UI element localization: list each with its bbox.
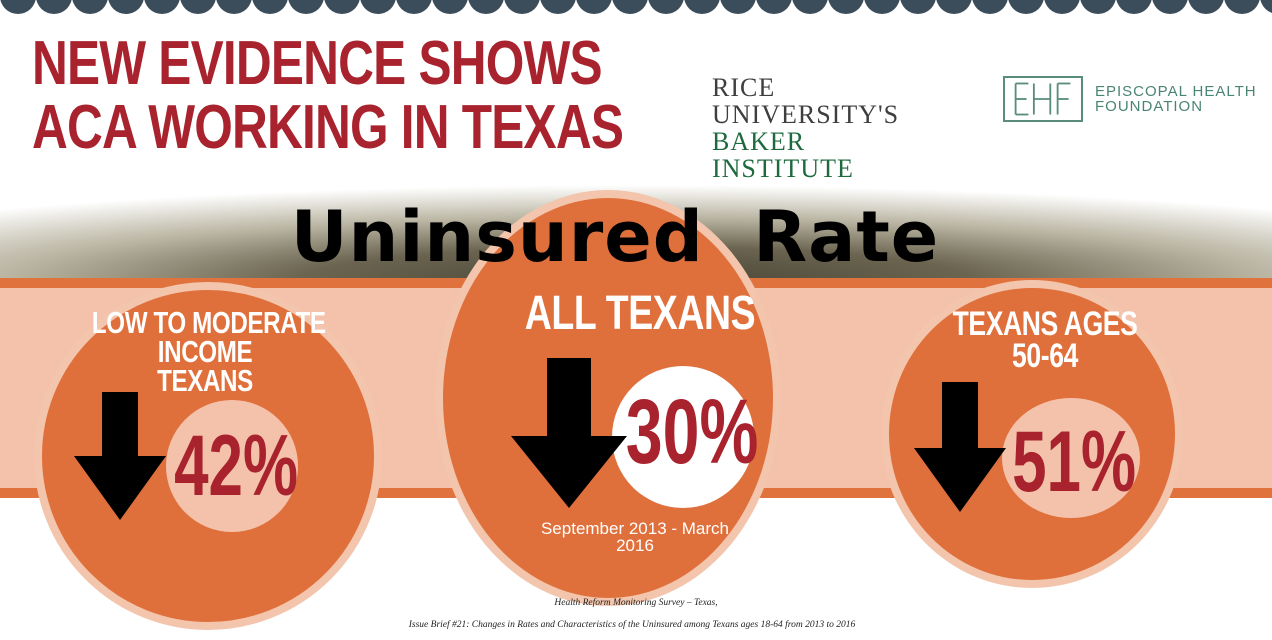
down-arrow-icon: [74, 392, 166, 520]
scallop: [1008, 0, 1044, 14]
scallop: [468, 0, 504, 14]
scallop: [972, 0, 1008, 14]
down-arrow-icon: [511, 358, 627, 508]
scallop: [432, 0, 468, 14]
scallop: [360, 0, 396, 14]
stat-label-line: 50-64: [1012, 337, 1078, 375]
section-title: Uninsured Rate: [290, 196, 940, 278]
stat-label-low-moderate-income: LOW TO MODERATE INCOME TEXANS: [60, 305, 350, 398]
scallop: [216, 0, 252, 14]
scallop: [1044, 0, 1080, 14]
stat-label-line: LOW TO MODERATE: [91, 305, 326, 340]
stat-label-all-texans: ALL TEXANS: [455, 290, 825, 338]
scallop: [252, 0, 288, 14]
percent-badge-all-texans: [612, 366, 754, 508]
scallop: [396, 0, 432, 14]
scallop: [72, 0, 108, 14]
stat-label-line: TEXANS: [157, 363, 253, 398]
scallop: [756, 0, 792, 14]
scallop: [792, 0, 828, 14]
percent-value-low-moderate-income: 42%: [174, 418, 299, 514]
ehf-logo-text: EPISCOPAL HEALTH FOUNDATION: [1095, 84, 1257, 114]
down-arrow-icon: [914, 382, 1006, 512]
scallop: [864, 0, 900, 14]
scallop: [648, 0, 684, 14]
scallop: [612, 0, 648, 14]
scallop: [828, 0, 864, 14]
scallop: [36, 0, 72, 14]
percent-badge-low-moderate-income: [166, 400, 298, 532]
scallop: [684, 0, 720, 14]
scallop: [504, 0, 540, 14]
episcopal-health-foundation-logo: EPISCOPAL HEALTH FOUNDATION: [1003, 76, 1263, 124]
scallop: [180, 0, 216, 14]
scallop: [1116, 0, 1152, 14]
scallop: [540, 0, 576, 14]
scallop: [288, 0, 324, 14]
headline-line-2: ACA WORKING IN TEXAS: [32, 93, 624, 162]
ehf-monogram-icon: [1003, 76, 1083, 122]
scallop: [936, 0, 972, 14]
scallop: [1152, 0, 1188, 14]
scallop: [108, 0, 144, 14]
scallop: [144, 0, 180, 14]
scallop: [1260, 0, 1272, 13]
source-citation-line-2: Issue Brief #21: Changes in Rates and Ch…: [408, 620, 856, 630]
scallop: [720, 0, 756, 14]
baker-institute-logo: RICE UNIVERSITY'S BAKER INSTITUTE: [712, 74, 952, 182]
ehf-logo-line-2: FOUNDATION: [1095, 98, 1204, 115]
stat-label-ages-50-64: TEXANS AGES 50-64: [900, 305, 1190, 375]
rice-logo-line-1: RICE UNIVERSITY'S: [712, 73, 900, 129]
rice-logo-line-2: BAKER INSTITUTE: [712, 127, 854, 183]
percent-value-all-texans: 30%: [625, 381, 759, 483]
ehf-logo-line-1: EPISCOPAL HEALTH: [1095, 83, 1257, 100]
stat-label-line: TEXANS AGES: [952, 305, 1138, 343]
percent-badge-ages-50-64: [1002, 398, 1140, 518]
source-citation-line-1: Health Reform Monitoring Survey – Texas,: [554, 598, 718, 608]
scallop: [1188, 0, 1224, 14]
scallop: [576, 0, 612, 14]
headline-line-1: NEW EVIDENCE SHOWS: [32, 29, 603, 98]
scallop: [324, 0, 360, 14]
scalloped-top-border: [0, 0, 1272, 14]
scallop: [900, 0, 936, 14]
scallop: [1224, 0, 1260, 14]
headline: NEW EVIDENCE SHOWS ACA WORKING IN TEXAS: [32, 29, 624, 162]
scallop: [0, 0, 36, 14]
stat-label-line: ALL TEXANS: [524, 287, 756, 340]
percent-value-ages-50-64: 51%: [1012, 414, 1137, 510]
stat-label-line: INCOME: [157, 334, 253, 369]
scallop: [1080, 0, 1116, 14]
time-period: September 2013 - March 2016: [540, 519, 730, 555]
